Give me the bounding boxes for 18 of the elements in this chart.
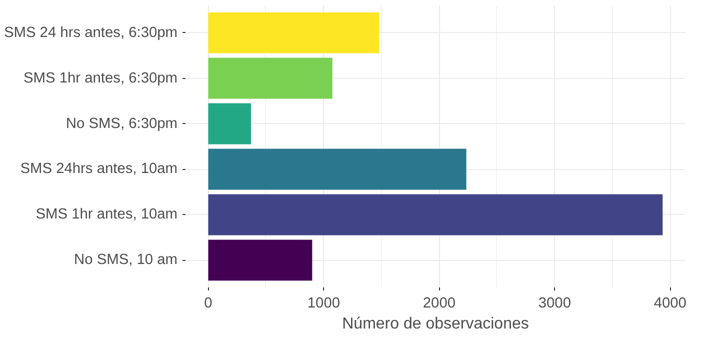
y-tick-label: No SMS, 6:30pm xyxy=(66,116,178,132)
bar xyxy=(208,103,251,144)
x-tick-label: 2000 xyxy=(422,296,456,312)
x-tick-label: 3000 xyxy=(538,296,571,312)
x-tick-label: 0 xyxy=(204,296,212,312)
y-tick-label: No SMS, 10 am xyxy=(74,252,178,268)
bar xyxy=(208,12,380,54)
bar xyxy=(208,240,312,281)
y-tick-label: SMS 24 hrs antes, 6:30pm xyxy=(4,24,178,41)
bar xyxy=(208,148,466,190)
x-tick-label: 1000 xyxy=(307,296,340,312)
y-tick-label: SMS 24hrs antes, 10am xyxy=(20,161,178,178)
y-tick-label: SMS 1hr antes, 6:30pm xyxy=(24,70,178,86)
bar xyxy=(208,58,332,99)
x-tick-label: 4000 xyxy=(654,296,686,312)
y-tick-label: SMS 1hr antes, 10am xyxy=(36,206,178,223)
bar xyxy=(208,194,663,236)
x-axis-title: Número de observaciones xyxy=(342,316,529,332)
